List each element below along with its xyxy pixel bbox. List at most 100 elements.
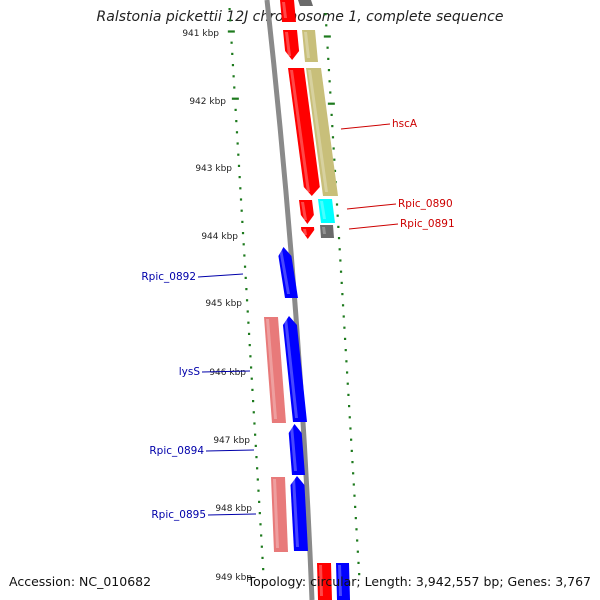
tick-mark-right bbox=[328, 80, 331, 83]
gene-highlight bbox=[290, 426, 297, 471]
tick-mark-right bbox=[345, 360, 348, 363]
tick-mark-right bbox=[352, 472, 355, 475]
gene-label[interactable]: hscA bbox=[392, 118, 418, 130]
tick-mark-right bbox=[345, 371, 349, 374]
gene-label[interactable]: Rpic_0895 bbox=[151, 509, 206, 521]
tick-mark-left bbox=[231, 64, 235, 67]
gene-highlight bbox=[308, 70, 328, 192]
scale-label: 943 kbp bbox=[195, 164, 232, 174]
scale-label: 941 kbp bbox=[182, 29, 219, 39]
gene-highlight bbox=[285, 32, 291, 56]
tick-mark-left bbox=[245, 288, 248, 291]
tick-mark-left bbox=[237, 153, 240, 156]
tick-mark-left bbox=[241, 220, 244, 223]
gene-arrow[interactable] bbox=[264, 317, 286, 423]
tick-mark-right bbox=[331, 125, 334, 128]
tick-mark-left bbox=[237, 164, 241, 167]
gene-highlight bbox=[290, 70, 310, 192]
gene-arrow[interactable] bbox=[288, 424, 305, 475]
tick-mark-left bbox=[260, 534, 263, 537]
tick-mark-left bbox=[248, 344, 251, 347]
tick-mark-right bbox=[353, 494, 356, 497]
tick-mark-right bbox=[331, 136, 335, 139]
gene-features[interactable] bbox=[264, 0, 350, 600]
gene-arrow[interactable] bbox=[290, 476, 308, 551]
gene-arrow[interactable] bbox=[278, 247, 298, 298]
tick-mark-right bbox=[333, 158, 336, 161]
tick-mark-left bbox=[228, 8, 231, 11]
gene-arrow[interactable] bbox=[283, 30, 300, 60]
tick-mark-right bbox=[351, 461, 354, 464]
tick-mark-right bbox=[356, 539, 359, 542]
tick-mark-right bbox=[355, 528, 358, 531]
gene-highlight bbox=[338, 565, 342, 596]
gene-highlight bbox=[319, 565, 323, 596]
chromosome-backbone bbox=[264, 0, 315, 600]
tick-mark-right bbox=[327, 57, 330, 60]
tick-mark-left bbox=[254, 444, 257, 447]
gene-highlight bbox=[301, 202, 307, 220]
gene-arrow[interactable] bbox=[282, 316, 307, 422]
tick-mark-left bbox=[239, 198, 243, 201]
gene-arrow[interactable] bbox=[317, 563, 332, 600]
tick-mark-right bbox=[344, 349, 347, 352]
map-title: Ralstonia pickettii 12J chromosome 1, co… bbox=[96, 9, 504, 25]
scale-label: 947 kbp bbox=[213, 436, 250, 446]
tick-mark-right bbox=[352, 483, 355, 486]
leader-line bbox=[348, 223, 399, 230]
gene-arrow[interactable] bbox=[299, 200, 314, 224]
tick-mark-right bbox=[348, 405, 351, 408]
tick-mark-right bbox=[325, 24, 328, 27]
tick-mark-left bbox=[244, 276, 247, 279]
tick-mark-left bbox=[260, 545, 263, 548]
tick-mark-left bbox=[249, 355, 252, 358]
gene-labels[interactable]: hscA Rpic_0890 Rpic_0891 Rpic_0892 lysS Rpic_… bbox=[141, 118, 454, 521]
gene-highlight bbox=[273, 479, 279, 548]
tick-mark-left bbox=[259, 523, 262, 526]
leader-line bbox=[197, 273, 244, 278]
gene-arrow[interactable] bbox=[318, 199, 335, 223]
gene-highlight bbox=[320, 201, 326, 219]
gene-arrow[interactable] bbox=[301, 227, 315, 239]
scale-label: 942 kbp bbox=[189, 97, 226, 107]
gene-label[interactable]: Rpic_0890 bbox=[398, 198, 453, 210]
tick-mark-left bbox=[233, 86, 236, 89]
tick-mark-left bbox=[249, 366, 253, 369]
tick-mark-right bbox=[339, 259, 342, 262]
tick-mark-left bbox=[254, 433, 257, 436]
tick-mark-left bbox=[255, 456, 258, 459]
gene-arrow[interactable] bbox=[280, 0, 296, 22]
tick-mark-left bbox=[239, 187, 242, 190]
tick-mark-right bbox=[337, 225, 340, 228]
gene-arrow[interactable] bbox=[298, 0, 313, 6]
gene-highlight bbox=[282, 2, 287, 18]
gene-arrow[interactable] bbox=[306, 68, 338, 196]
gene-arrow[interactable] bbox=[288, 68, 320, 196]
leader-line bbox=[201, 370, 251, 373]
gene-label[interactable]: lysS bbox=[179, 366, 201, 378]
tick-mark-right bbox=[348, 416, 351, 419]
tick-mark-left bbox=[256, 478, 259, 481]
gene-label[interactable]: Rpic_0891 bbox=[400, 218, 455, 230]
tick-mark-left bbox=[232, 75, 235, 78]
gene-arrow[interactable] bbox=[336, 563, 350, 600]
gene-arrow[interactable] bbox=[271, 477, 288, 552]
tick-mark-right bbox=[336, 214, 339, 217]
gene-label[interactable]: Rpic_0892 bbox=[141, 271, 196, 283]
gene-arrow[interactable] bbox=[302, 30, 318, 62]
tick-mark-right bbox=[357, 561, 360, 564]
tick-mark-left bbox=[238, 176, 241, 179]
tick-mark-left bbox=[241, 232, 245, 235]
gene-label[interactable]: Rpic_0894 bbox=[149, 445, 204, 457]
leader-line bbox=[340, 123, 391, 130]
tick-mark-right bbox=[329, 91, 332, 94]
tick-mark-left bbox=[253, 422, 256, 425]
scale-labels: 941 kbp 942 kbp 943 kbp 944 kbp 945 kbp 946 k… bbox=[182, 29, 252, 583]
gene-arrow[interactable] bbox=[320, 225, 334, 238]
tick-mark-right bbox=[326, 46, 329, 49]
gene-highlight bbox=[322, 227, 326, 234]
tick-mark-left bbox=[229, 19, 232, 22]
gene-highlight bbox=[279, 249, 290, 294]
tick-mark-right bbox=[339, 270, 343, 273]
